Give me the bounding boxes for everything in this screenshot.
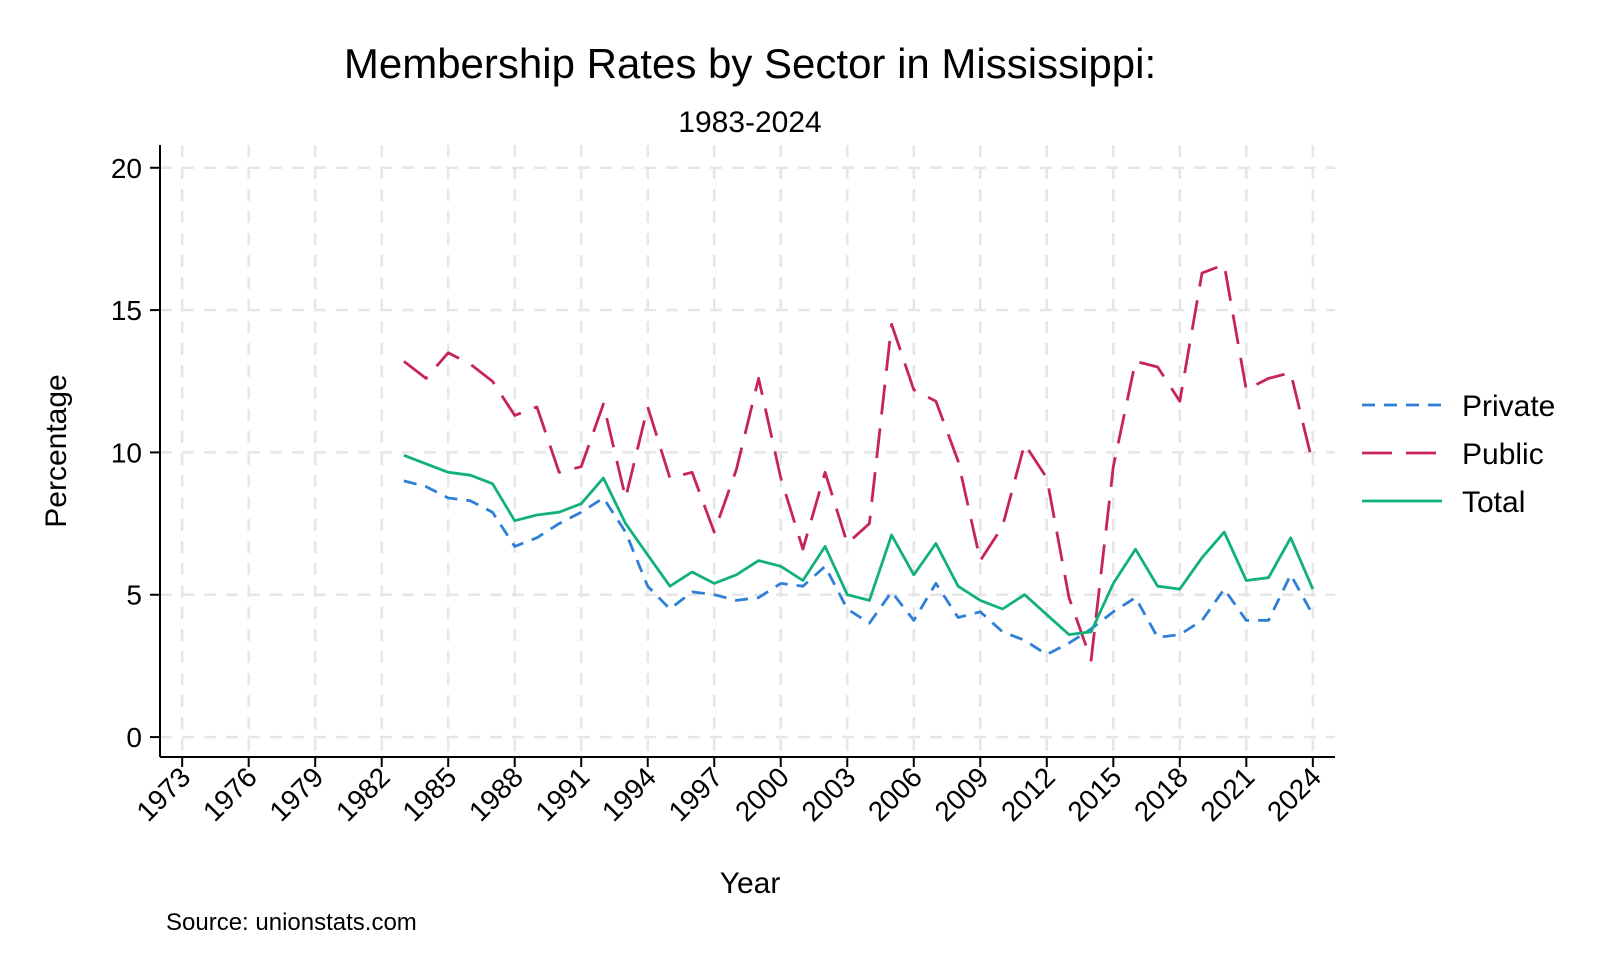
x-tick-label: 2006	[862, 761, 928, 827]
x-tick-label: 1985	[396, 761, 462, 827]
y-tick-label: 0	[126, 722, 142, 753]
y-tick-labels: 0 5 10 15 20	[111, 153, 142, 753]
axes	[150, 145, 1335, 767]
x-tick-label: 1982	[330, 761, 396, 827]
chart-subtitle: 1983-2024	[678, 106, 821, 139]
y-tick-label: 15	[111, 295, 142, 326]
x-tick-label: 1976	[197, 761, 263, 827]
series-lines	[403, 263, 1315, 662]
x-tick-label: 2021	[1195, 761, 1261, 827]
x-tick-label: 1988	[463, 761, 529, 827]
x-tick-label: 1997	[663, 761, 729, 827]
x-tick-label: 2018	[1128, 761, 1194, 827]
x-tick-label: 2009	[929, 761, 995, 827]
y-tick-label: 5	[126, 580, 142, 611]
x-tick-label: 2012	[995, 761, 1061, 827]
series-line-private	[403, 479, 1315, 656]
y-tick-label: 10	[111, 437, 142, 468]
x-tick-label: 2015	[1062, 761, 1128, 827]
chart-title: Membership Rates by Sector in Mississipp…	[344, 40, 1156, 87]
x-tick-label: 2000	[729, 761, 795, 827]
source-note: Source: unionstats.com	[166, 909, 417, 936]
x-tick-label: 2003	[796, 761, 862, 827]
x-axis-title: Year	[720, 867, 781, 900]
legend-label-public: Public	[1462, 438, 1544, 471]
x-tick-label: 1994	[596, 761, 662, 827]
x-tick-label: 1973	[130, 761, 196, 827]
x-tick-label: 2024	[1261, 761, 1327, 827]
series-line-public	[403, 263, 1315, 662]
legend: Private Public Total	[1362, 390, 1555, 519]
x-tick-labels: 1973 1976 1979 1982 1985 1988 1991 1994 1997 2000…	[130, 761, 1327, 827]
legend-label-private: Private	[1462, 390, 1555, 423]
y-tick-label: 20	[111, 153, 142, 184]
series-line-total	[403, 453, 1315, 636]
y-axis-title: Percentage	[40, 374, 73, 527]
legend-label-total: Total	[1462, 486, 1525, 519]
gridlines	[160, 145, 1335, 757]
x-tick-label: 1979	[263, 761, 329, 827]
x-tick-label: 1991	[529, 761, 595, 827]
